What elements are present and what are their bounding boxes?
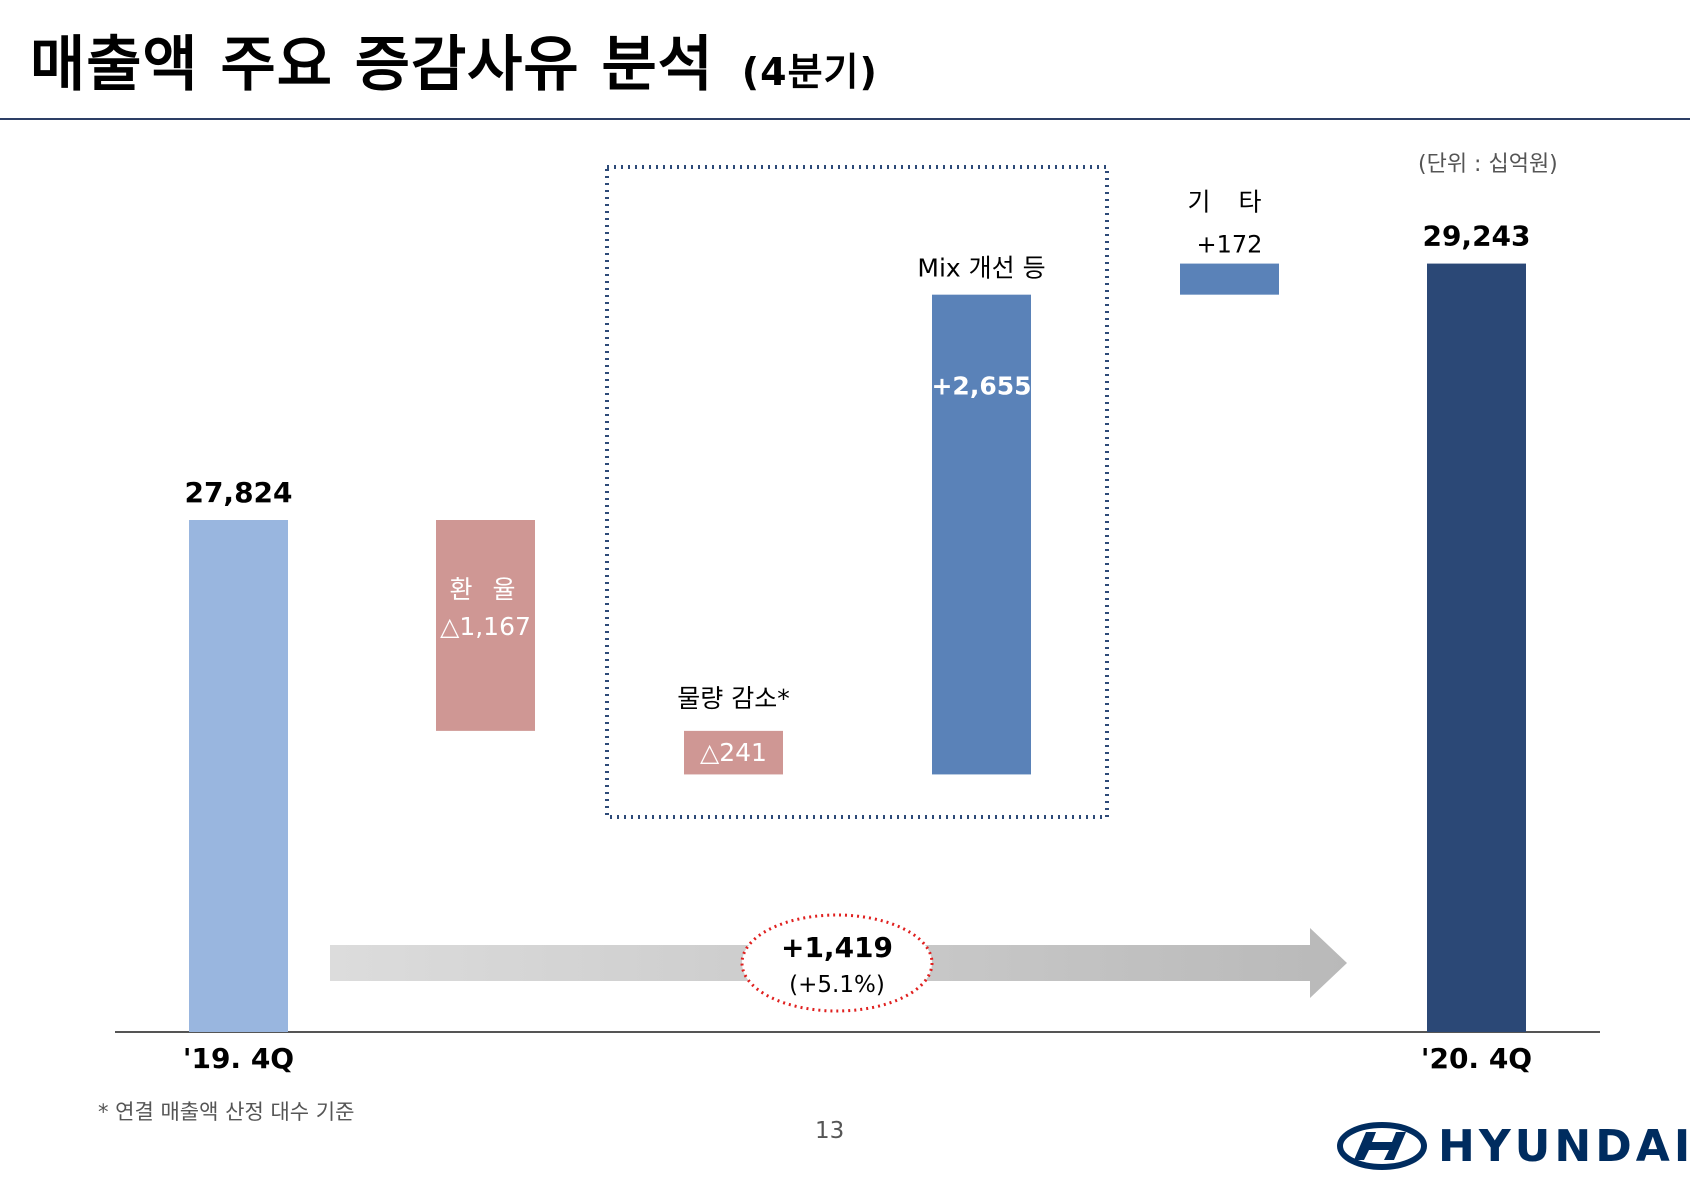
- value-label-4: +172: [1197, 231, 1263, 259]
- unit-label: (단위 : 십억원): [1418, 152, 1558, 177]
- change-value: +1,419: [781, 931, 893, 964]
- hyundai-emblem-icon: [1337, 1122, 1427, 1170]
- page-title-text: 매출액 주요 증감사유 분석: [30, 30, 714, 100]
- bar-3: [932, 294, 1031, 775]
- bar-0: [189, 520, 288, 1032]
- value-label-3: +2,655: [931, 372, 1031, 401]
- value-label-5: 29,243: [1422, 220, 1530, 253]
- page-title: 매출액 주요 증감사유 분석 (4분기): [30, 16, 878, 103]
- hyundai-wordmark: HYUNDAI: [1438, 1120, 1690, 1172]
- bar-2: [684, 730, 783, 775]
- change-oval: [740, 913, 934, 1013]
- category-label-4: 기 타: [1188, 188, 1272, 217]
- bar-4: [1180, 263, 1279, 295]
- category-label-1: 환 율: [450, 575, 522, 604]
- value-label-1: △1,167: [440, 612, 531, 641]
- page-subtitle: (4분기): [741, 50, 878, 94]
- change-percent: (+5.1%): [789, 972, 885, 998]
- bar-1: [436, 520, 535, 731]
- title-divider: [0, 118, 1690, 120]
- footnote: * 연결 매출액 산정 대수 기준: [98, 1100, 355, 1124]
- value-label-0: 27,824: [184, 476, 292, 509]
- hyundai-logo: HYUNDAI: [1336, 1118, 1690, 1174]
- group-box: [605, 165, 1109, 819]
- category-label-5: '20. 4Q: [1421, 1042, 1532, 1075]
- category-label-3: Mix 개선 등: [917, 254, 1045, 283]
- value-label-2: △241: [700, 738, 767, 767]
- bar-5: [1427, 263, 1526, 1033]
- category-label-2: 물량 감소*: [677, 684, 789, 713]
- category-label-0: '19. 4Q: [183, 1042, 294, 1075]
- page-number: 13: [815, 1118, 845, 1144]
